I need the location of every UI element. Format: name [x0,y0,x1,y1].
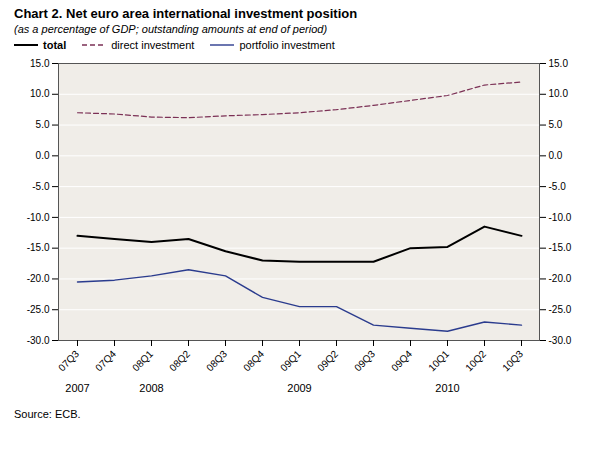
svg-text:0.0: 0.0 [549,150,563,161]
svg-text:-10.0: -10.0 [27,212,50,223]
svg-text:-10.0: -10.0 [549,212,572,223]
svg-text:-15.0: -15.0 [27,242,50,253]
svg-text:-30.0: -30.0 [549,335,572,346]
svg-text:10Q3: 10Q3 [500,348,525,373]
html-text:total: total [43,39,67,51]
svg-text:10Q1: 10Q1 [426,348,451,373]
svg-text:2009: 2009 [287,382,311,394]
svg-text:09Q4: 09Q4 [389,348,414,373]
svg-text:2008: 2008 [139,382,163,394]
svg-text:-20.0: -20.0 [27,273,50,284]
html-text:(as a percentage of GDP; outst: (as a percentage of GDP; outstanding amo… [14,23,328,35]
svg-text:07Q4: 07Q4 [93,348,118,373]
svg-text:10.0: 10.0 [549,88,569,99]
svg-text:08Q3: 08Q3 [204,348,229,373]
svg-text:09Q1: 09Q1 [278,348,303,373]
svg-text:-25.0: -25.0 [549,304,572,315]
svg-text:09Q3: 09Q3 [352,348,377,373]
svg-text:08Q4: 08Q4 [241,348,266,373]
svg-text:08Q1: 08Q1 [130,348,155,373]
svg-text:-30.0: -30.0 [27,335,50,346]
svg-text:09Q2: 09Q2 [315,348,340,373]
html-text:Chart 2. Net euro area interna: Chart 2. Net euro area international inv… [14,6,358,21]
svg-text:08Q2: 08Q2 [167,348,192,373]
svg-text:0.0: 0.0 [36,150,50,161]
svg-text:10Q2: 10Q2 [463,348,488,373]
html-text:direct investment: direct investment [111,39,195,51]
svg-text:15.0: 15.0 [549,58,569,69]
svg-text:07Q3: 07Q3 [56,348,81,373]
svg-text:-15.0: -15.0 [549,242,572,253]
svg-text:2010: 2010 [435,382,459,394]
svg-text:2007: 2007 [65,382,89,394]
svg-text:15.0: 15.0 [30,58,50,69]
svg-text:10.0: 10.0 [30,88,50,99]
html-text:Source: ECB.: Source: ECB. [14,408,81,420]
svg-text:5.0: 5.0 [549,119,563,130]
svg-text:5.0: 5.0 [36,119,50,130]
svg-text:-5.0: -5.0 [549,181,567,192]
svg-text:-5.0: -5.0 [32,181,50,192]
svg-text:-25.0: -25.0 [27,304,50,315]
svg-text:-20.0: -20.0 [549,273,572,284]
html-text:portfolio investment: portfolio investment [239,39,335,51]
